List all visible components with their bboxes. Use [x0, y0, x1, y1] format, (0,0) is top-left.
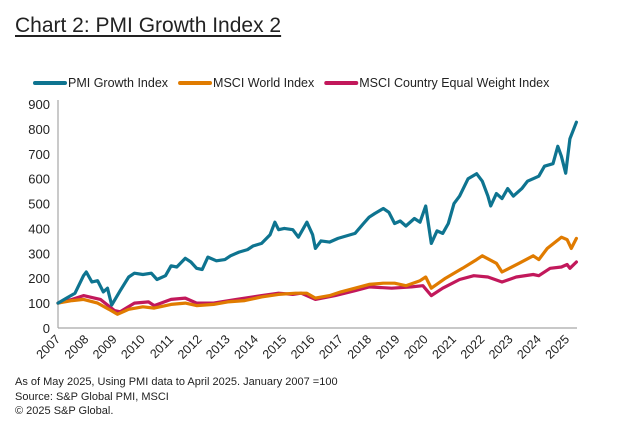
- x-tick-label: 2025: [543, 332, 573, 362]
- x-tick-label: 2011: [147, 332, 176, 361]
- x-tick-label: 2018: [345, 332, 375, 362]
- y-tick-label: 600: [28, 172, 50, 187]
- x-tick-label: 2014: [232, 332, 262, 362]
- x-tick-label: 2012: [175, 332, 205, 362]
- y-tick-label: 400: [28, 221, 50, 236]
- footnote-source: Source: S&P Global PMI, MSCI: [15, 390, 169, 403]
- x-tick-label: 2009: [90, 332, 120, 362]
- x-tick-label: 2015: [260, 332, 290, 362]
- y-tick-label: 700: [28, 147, 50, 162]
- series-line-msci-world-index: [56, 235, 578, 316]
- x-tick-label: 2017: [316, 332, 346, 362]
- footnotes: As of May 2025, Using PMI data to April …: [15, 375, 338, 419]
- footnote-copyright: © 2025 S&P Global.: [15, 405, 114, 417]
- y-axis: 0 100 200 300 400 500 600 700 800 900: [28, 97, 59, 336]
- x-tick-label: 2023: [486, 332, 516, 362]
- x-tick-label: 2010: [118, 332, 148, 362]
- y-tick-label: 200: [28, 271, 50, 286]
- y-tick-label: 100: [28, 296, 50, 311]
- legend: PMI Growth Index MSCI World Index MSCI Cou…: [33, 76, 550, 90]
- series-lines: [56, 120, 578, 316]
- x-tick-label: 2016: [288, 332, 318, 362]
- x-tick-label: 2007: [34, 332, 64, 362]
- footnote-data-note: As of May 2025, Using PMI data to April …: [15, 376, 338, 388]
- chart-title: Chart 2: PMI Growth Index 2: [15, 14, 282, 37]
- series-line-pmi-growth-index: [56, 120, 578, 307]
- legend-label: MSCI World Index: [213, 76, 315, 90]
- y-tick-label: 300: [28, 246, 50, 261]
- y-tick-label: 900: [28, 97, 50, 112]
- x-tick-label: 2024: [514, 332, 544, 362]
- legend-label: MSCI Country Equal Weight Index: [359, 76, 550, 90]
- x-tick-label: 2021: [430, 332, 460, 362]
- x-tick-label: 2013: [203, 332, 233, 362]
- x-tick-label: 2008: [62, 332, 92, 362]
- x-tick-label: 2022: [458, 332, 488, 362]
- y-tick-label: 0: [43, 321, 50, 336]
- y-tick-label: 500: [28, 197, 50, 212]
- x-tick-label: 2019: [373, 332, 403, 362]
- series-line-msci-country-equal-weight-index: [56, 260, 578, 314]
- legend-label: PMI Growth Index: [68, 76, 169, 90]
- y-tick-label: 800: [28, 122, 50, 137]
- x-tick-label: 2020: [401, 332, 431, 362]
